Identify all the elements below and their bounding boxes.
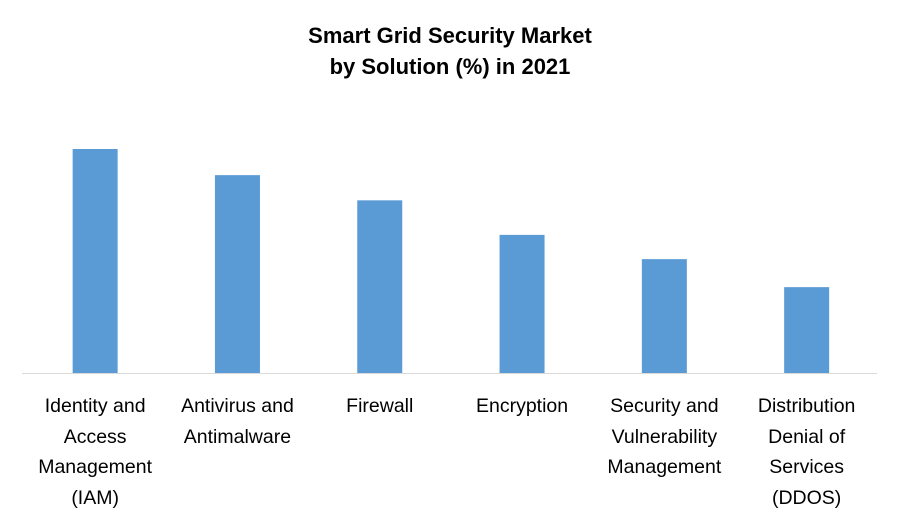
x-tick-label-2: Firewall bbox=[309, 391, 451, 422]
x-tick-label-line: Firewall bbox=[346, 395, 414, 417]
x-tick-label-line: Services bbox=[769, 456, 845, 478]
x-tick-label-3: Encryption bbox=[451, 391, 593, 422]
x-tick-label-5: Distribution Denial of Services (DDOS) bbox=[736, 391, 878, 513]
x-tick-label-line: Denial of bbox=[768, 425, 846, 448]
x-tick-label-4: Security and Vulnerability Management bbox=[593, 391, 735, 483]
x-tick-label-0: Identity and Access Management (IAM) bbox=[24, 391, 166, 513]
x-tick-label-line: Management bbox=[607, 456, 722, 478]
x-tick-label-line: Distribution bbox=[757, 395, 856, 417]
x-tick-label-line: Management bbox=[38, 456, 153, 478]
x-tick-label-line: (DDOS) bbox=[771, 486, 842, 509]
bar-5 bbox=[784, 287, 830, 373]
x-tick-label-1: Antivirus and Antimalware bbox=[166, 391, 308, 452]
bar-3 bbox=[499, 234, 545, 373]
x-tick-label-line: Identity and bbox=[44, 395, 146, 417]
chart-title-line-2: by Solution (%) in 2021 bbox=[329, 54, 571, 79]
chart-title-line-1: Smart Grid Security Market bbox=[308, 23, 592, 48]
chart-title: Smart Grid Security Market by Solution (… bbox=[0, 20, 900, 82]
x-tick-label-line: Access bbox=[63, 425, 127, 448]
bar-2 bbox=[357, 200, 403, 373]
x-tick-label-line: (IAM) bbox=[71, 486, 119, 509]
x-tick-label-line: Antimalware bbox=[183, 425, 292, 448]
x-tick-label-line: Encryption bbox=[475, 395, 569, 417]
bar-1 bbox=[214, 175, 260, 373]
bar-4 bbox=[641, 259, 687, 373]
x-tick-label-line: Security and bbox=[610, 395, 719, 417]
x-tick-label-line: Vulnerability bbox=[611, 425, 718, 448]
bar-0 bbox=[72, 149, 118, 373]
x-tick-label-line: Antivirus and bbox=[181, 395, 294, 417]
